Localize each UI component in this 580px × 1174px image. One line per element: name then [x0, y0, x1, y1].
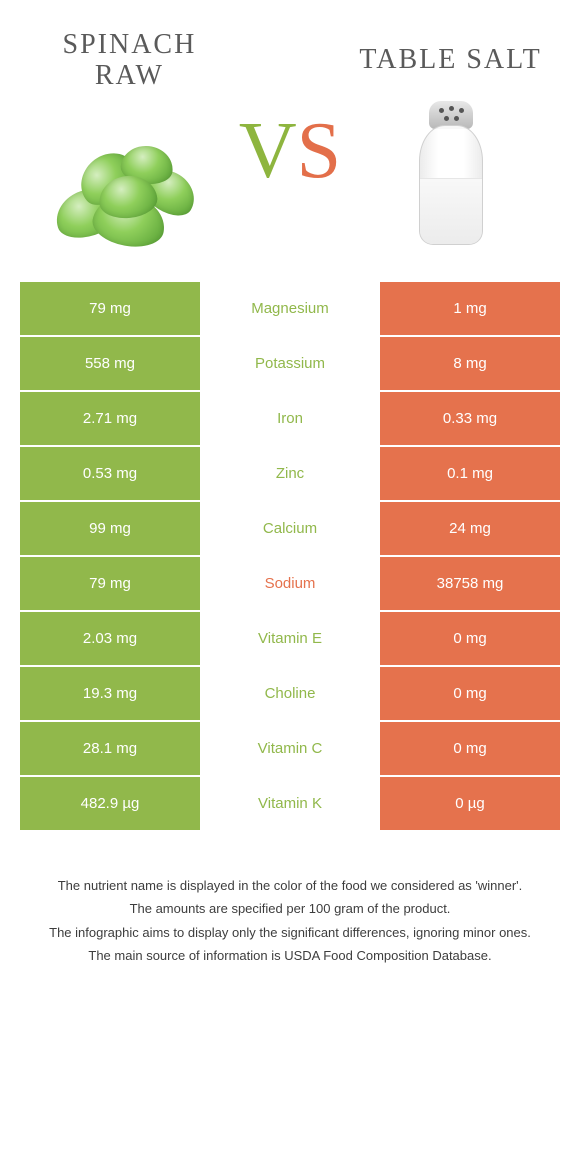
table-row: 99 mgCalcium24 mg	[20, 502, 560, 557]
footnote-line: The main source of information is USDA F…	[40, 946, 540, 966]
vs-label: VS	[239, 111, 341, 191]
nutrient-name-cell: Potassium	[200, 337, 380, 390]
right-value-cell: 0 mg	[380, 667, 560, 720]
footnote-line: The amounts are specified per 100 gram o…	[40, 899, 540, 919]
footnote-line: The nutrient name is displayed in the co…	[40, 876, 540, 896]
left-value-cell: 79 mg	[20, 282, 200, 335]
nutrient-name-cell: Vitamin E	[200, 612, 380, 665]
right-value-cell: 38758 mg	[380, 557, 560, 610]
nutrient-table: 79 mgMagnesium1 mg558 mgPotassium8 mg2.7…	[0, 282, 580, 846]
nutrient-name-cell: Zinc	[200, 447, 380, 500]
table-row: 0.53 mgZinc0.1 mg	[20, 447, 560, 502]
left-value-cell: 19.3 mg	[20, 667, 200, 720]
left-value-cell: 28.1 mg	[20, 722, 200, 775]
table-row: 558 mgPotassium8 mg	[20, 337, 560, 392]
nutrient-name-cell: Sodium	[200, 557, 380, 610]
left-food-title: SpinachRaw	[20, 30, 239, 92]
nutrient-name-cell: Calcium	[200, 502, 380, 555]
nutrient-name-cell: Choline	[200, 667, 380, 720]
nutrient-name-cell: Vitamin C	[200, 722, 380, 775]
right-value-cell: 0 µg	[380, 777, 560, 830]
vs-v-letter: V	[239, 107, 297, 195]
left-value-cell: 79 mg	[20, 557, 200, 610]
right-food-column: Table Salt	[341, 45, 560, 256]
left-food-column: SpinachRaw	[20, 30, 239, 272]
right-value-cell: 0.1 mg	[380, 447, 560, 500]
table-row: 79 mgMagnesium1 mg	[20, 282, 560, 337]
right-food-title: Table Salt	[341, 45, 560, 76]
right-food-image	[341, 96, 560, 256]
table-row: 28.1 mgVitamin C0 mg	[20, 722, 560, 777]
right-value-cell: 0.33 mg	[380, 392, 560, 445]
salt-shaker-icon	[411, 101, 491, 251]
left-food-image	[20, 112, 239, 272]
left-value-cell: 0.53 mg	[20, 447, 200, 500]
comparison-header: SpinachRaw VS Table Salt	[0, 0, 580, 282]
footnote-block: The nutrient name is displayed in the co…	[0, 846, 580, 1000]
right-value-cell: 0 mg	[380, 722, 560, 775]
table-row: 2.03 mgVitamin E0 mg	[20, 612, 560, 667]
left-value-cell: 99 mg	[20, 502, 200, 555]
right-value-cell: 8 mg	[380, 337, 560, 390]
left-value-cell: 558 mg	[20, 337, 200, 390]
right-value-cell: 0 mg	[380, 612, 560, 665]
table-row: 19.3 mgCholine0 mg	[20, 667, 560, 722]
footnote-line: The infographic aims to display only the…	[40, 923, 540, 943]
nutrient-name-cell: Iron	[200, 392, 380, 445]
vs-s-letter: S	[297, 107, 342, 195]
spinach-icon	[49, 132, 209, 252]
right-value-cell: 24 mg	[380, 502, 560, 555]
right-value-cell: 1 mg	[380, 282, 560, 335]
nutrient-name-cell: Magnesium	[200, 282, 380, 335]
left-value-cell: 482.9 µg	[20, 777, 200, 830]
table-row: 482.9 µgVitamin K0 µg	[20, 777, 560, 832]
nutrient-name-cell: Vitamin K	[200, 777, 380, 830]
table-row: 2.71 mgIron0.33 mg	[20, 392, 560, 447]
left-value-cell: 2.71 mg	[20, 392, 200, 445]
table-row: 79 mgSodium38758 mg	[20, 557, 560, 612]
left-value-cell: 2.03 mg	[20, 612, 200, 665]
